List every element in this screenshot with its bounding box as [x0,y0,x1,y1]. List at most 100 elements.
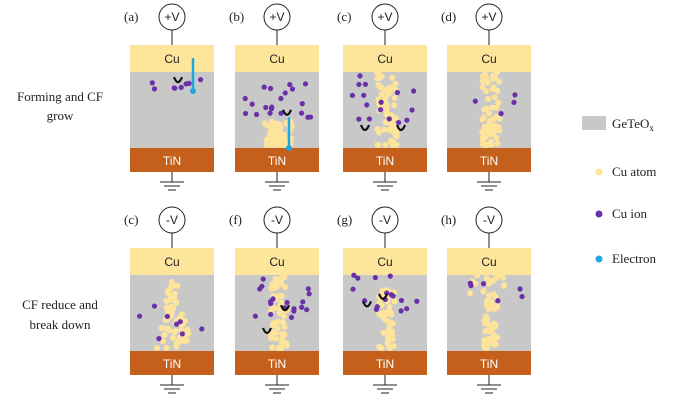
cu-ion [180,331,185,336]
cu-atom [486,281,492,287]
cu-ion [290,86,295,91]
cu-atom [171,329,177,335]
cu-atom [480,135,486,141]
row-label: CF reduce and [22,297,98,312]
cu-atom [268,125,274,131]
electron [286,145,292,151]
electron [190,88,196,94]
cu-ion [156,336,161,341]
cu-atom [394,133,400,139]
cu-ion [517,286,522,291]
cu-ion [367,116,372,121]
cu-atom [483,338,489,344]
cu-ion [399,298,404,303]
cu-ion [269,105,274,110]
panel-label: (a) [124,9,138,24]
cu-atom [379,74,385,80]
cu-ion [378,107,383,112]
cu-atom [496,272,502,278]
cu-atom [481,107,487,113]
cu-ion [291,308,296,313]
cu-ion [178,319,183,324]
cu-atom [282,137,288,143]
cu-atom [163,345,169,351]
figure: Forming and CF grow CF reduce and break … [0,0,681,407]
cu-ion [396,120,401,125]
cu-ion [468,283,473,288]
cu-atom [492,323,498,329]
cu-atom [486,292,492,298]
cu-atom [262,120,268,126]
cu-atom [272,281,278,287]
cu-ion [306,286,311,291]
cu-ion [243,96,248,101]
cu-atom [496,79,502,85]
cu-atom [494,69,500,75]
cu-ion [253,314,258,319]
cu-ion [199,326,204,331]
cu-ion [198,77,203,82]
bottom-label: TiN [268,357,286,371]
cu-atom [387,90,393,96]
cu-atom [493,126,499,132]
cu-atom [384,102,390,108]
cu-ion [152,303,157,308]
cu-atom [485,96,491,102]
cu-ion [283,90,288,95]
cu-ion [243,111,248,116]
cu-atom [282,284,288,290]
cu-atom [485,131,491,137]
cu-atom [175,283,181,289]
cu-atom [480,84,486,90]
cu-atom [484,302,490,308]
voltage: +V [481,10,496,24]
cu-atom [161,332,167,338]
cu-ion [268,86,273,91]
cu-atom [385,309,391,315]
cu-atom [163,298,169,304]
cu-ion [150,80,155,85]
panels: (a)+VCuTiN(b)+VCuTiN(c)+VCuTiN(d)+VCuTiN… [124,4,531,393]
legend-label: GeTeOx [612,116,654,133]
panel-label: (h) [441,212,456,227]
cu-atom [491,338,497,344]
voltage: +V [377,10,392,24]
cu-ion [262,85,267,90]
cu-ion [387,116,392,121]
cu-atom [170,335,176,341]
cu-atom [495,140,501,146]
cu-atom [169,283,175,289]
cu-atom [391,102,397,108]
cu-atom [479,130,485,136]
cu-atom [392,95,398,101]
cu-atom [269,137,275,143]
cu-atom [173,300,179,306]
legend-dot [596,256,603,263]
cu-atom [495,100,501,106]
cu-atom [269,119,275,125]
panel-label: (c) [124,212,138,227]
cu-atom [382,317,388,323]
cu-atom [275,325,281,331]
cu-ion [373,275,378,280]
cu-ion [356,82,361,87]
cu-atom [179,311,185,317]
voltage: -V [483,213,495,227]
cu-atom [376,142,382,148]
voltage: -V [271,213,283,227]
cu-ion [152,86,157,91]
cu-atom [494,88,500,94]
top-label: Cu [269,255,284,269]
legend-dot [596,211,603,218]
cu-atom [379,85,385,91]
cu-ion [379,100,384,105]
cu-ion [481,281,486,286]
bottom-label: TiN [480,154,498,168]
top-label: Cu [481,255,496,269]
cu-ion [165,314,170,319]
cu-ion [184,81,189,86]
cu-atom [482,344,488,350]
cu-atom [276,138,282,144]
legend-label: Cu ion [612,206,648,221]
cu-atom [387,345,393,351]
